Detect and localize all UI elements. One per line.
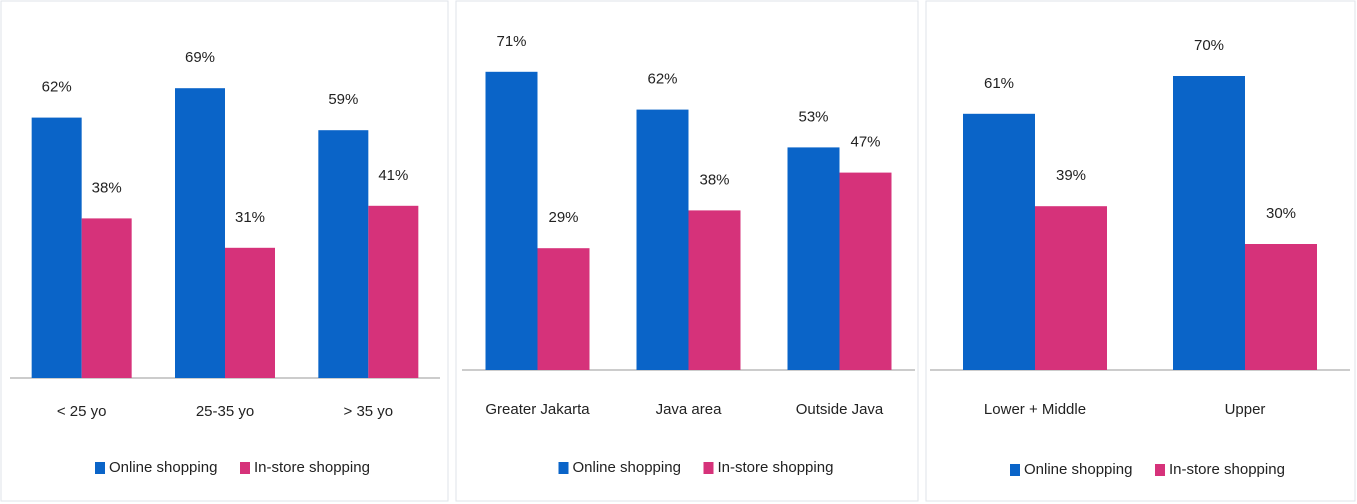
bar (225, 247, 275, 378)
legend-label: In-store shopping (1169, 461, 1285, 478)
data-label: 71% (496, 33, 526, 50)
bar (537, 248, 590, 370)
legend-label: Online shopping (1024, 461, 1132, 478)
x-tick-label: Lower + Middle (984, 401, 1086, 418)
bar (688, 210, 741, 370)
data-label: 29% (548, 209, 578, 226)
legend-label: In-store shopping (718, 459, 834, 476)
legend-label: Online shopping (109, 459, 217, 476)
legend-swatch (1010, 464, 1020, 476)
bar (1035, 206, 1107, 370)
data-label: 53% (798, 108, 828, 125)
x-tick-label: Upper (1225, 401, 1266, 418)
data-label: 47% (850, 134, 880, 151)
data-label: 39% (1056, 167, 1086, 184)
bar (81, 218, 132, 378)
bar (1173, 76, 1245, 370)
data-label: 62% (647, 71, 677, 88)
bar (368, 205, 419, 378)
bar (175, 88, 225, 378)
legend-swatch (95, 462, 105, 474)
x-tick-label: Outside Java (796, 401, 884, 418)
data-label: 69% (185, 49, 215, 66)
data-label: 38% (699, 171, 729, 188)
bar (318, 130, 369, 378)
legend-swatch (240, 462, 250, 474)
bar (963, 113, 1035, 371)
legend-swatch (703, 462, 714, 474)
bar (485, 71, 538, 371)
legend-swatch (1155, 464, 1165, 476)
bar (1245, 244, 1317, 370)
x-tick-label: < 25 yo (57, 403, 107, 420)
legend-swatch (558, 462, 569, 474)
data-label: 62% (42, 79, 72, 96)
x-tick-label: Java area (656, 401, 723, 418)
data-label: 31% (235, 209, 265, 226)
data-label: 30% (1266, 205, 1296, 222)
bar (787, 147, 840, 370)
legend-label: Online shopping (573, 459, 681, 476)
data-label: 59% (328, 91, 358, 108)
bar (839, 172, 892, 370)
bar (31, 117, 82, 378)
x-tick-label: > 35 yo (344, 403, 394, 420)
bar (636, 109, 689, 370)
data-label: 61% (984, 75, 1014, 92)
data-label: 38% (92, 179, 122, 196)
data-label: 41% (378, 167, 408, 184)
x-tick-label: 25-35 yo (196, 403, 254, 420)
data-label: 70% (1194, 37, 1224, 54)
legend-label: In-store shopping (254, 459, 370, 476)
x-tick-label: Greater Jakarta (485, 401, 590, 418)
